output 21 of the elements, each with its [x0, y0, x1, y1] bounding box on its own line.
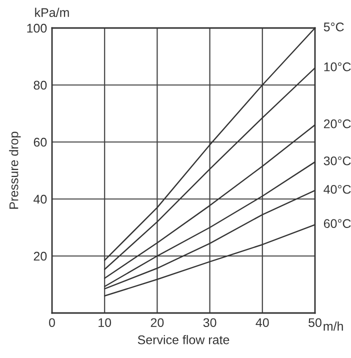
x-tick-label: 10 — [98, 318, 112, 328]
x-tick-label: 0 — [49, 318, 55, 328]
y-axis-title: Pressure drop — [9, 132, 21, 209]
series-label: 40°C — [324, 184, 351, 194]
series-label: 20°C — [324, 119, 351, 128]
text: kPa/m — [35, 8, 69, 17]
series-label: 5°C — [324, 22, 344, 32]
y-tick-label: 80 — [34, 80, 47, 90]
y-tick-label: 40 — [34, 194, 47, 204]
y-tick-label: 60 — [34, 138, 47, 147]
series-label: 10°C — [324, 62, 351, 72]
series-label: 30°C — [324, 156, 351, 166]
x-tick-label: 40 — [256, 318, 269, 328]
series-label: 60°C — [324, 219, 351, 228]
y-tick-label: 100 — [27, 24, 47, 33]
x-tick-label: 30 — [203, 318, 216, 328]
y-tick-label: 20 — [34, 252, 47, 261]
x-axis-title: Service flow rate — [138, 335, 230, 344]
x-tick-label: 50 — [308, 318, 322, 328]
x-tick-label: 20 — [150, 318, 164, 328]
text: m/h — [324, 322, 343, 331]
